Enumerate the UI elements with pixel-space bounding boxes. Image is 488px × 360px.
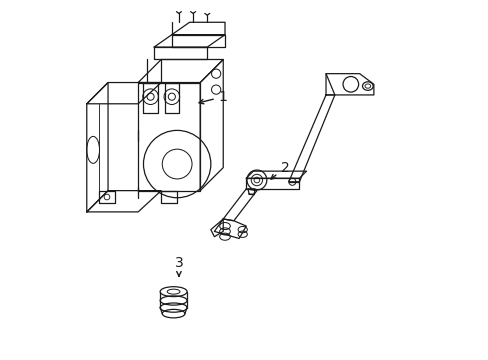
Text: 1: 1 xyxy=(199,90,227,104)
Text: 2: 2 xyxy=(270,161,289,179)
Text: 3: 3 xyxy=(174,256,183,276)
